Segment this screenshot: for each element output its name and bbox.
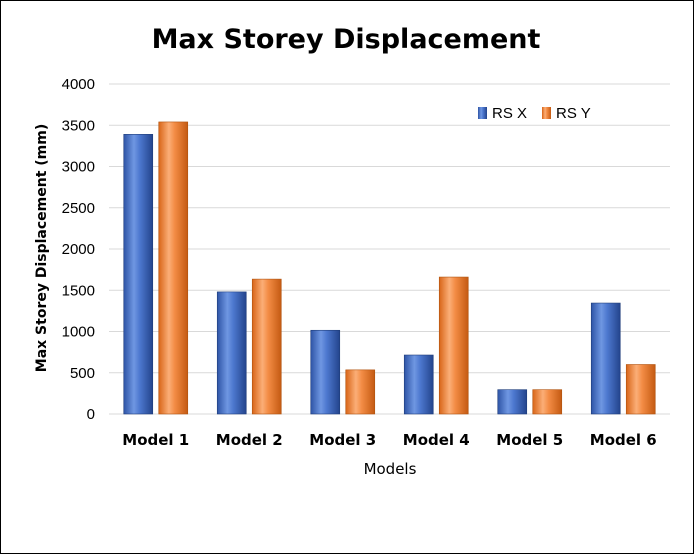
bar-rs-y-model-1 <box>158 121 189 415</box>
y-tick-label: 1000 <box>62 324 95 341</box>
y-tick-label: 0 <box>87 406 95 423</box>
x-category-label: Model 4 <box>403 431 470 449</box>
x-category-label: Model 3 <box>309 431 376 449</box>
bar-rs-y-model-5 <box>532 389 563 415</box>
y-tick-label: 3500 <box>62 117 95 134</box>
y-tick-label: 500 <box>70 365 95 382</box>
legend-label: RS Y <box>556 105 591 122</box>
y-tick-label: 2000 <box>62 241 95 258</box>
bar-rs-y-model-4 <box>438 276 469 415</box>
bar-rs-x-model-5 <box>497 389 528 415</box>
gridlines <box>109 83 670 415</box>
bar-rs-x-model-1 <box>123 134 154 415</box>
y-tick-label: 3000 <box>62 159 95 176</box>
y-tick-label: 1500 <box>62 282 95 299</box>
legend-swatch <box>478 107 487 119</box>
bar-rs-x-model-2 <box>216 291 247 415</box>
x-category-labels: Model 1 Model 2 Model 3 Model 4 Model 5 Model… <box>122 431 656 449</box>
bar-rs-x-model-3 <box>310 329 341 415</box>
y-axis-title: Max Storey Displacement (mm) <box>34 124 50 372</box>
bar-rs-y-model-6 <box>625 364 656 415</box>
y-tick-label: 4000 <box>62 76 95 93</box>
bar-rs-x-model-4 <box>403 354 434 415</box>
bar-rs-x-model-6 <box>590 302 621 415</box>
y-tick-labels: 0 500 1000 1500 2000 2500 3000 3500 4000 <box>62 76 95 423</box>
legend-label: RS X <box>492 105 527 122</box>
x-category-label: Model 5 <box>496 431 563 449</box>
x-axis-title: Models <box>364 460 417 478</box>
x-category-label: Model 6 <box>590 431 657 449</box>
chart-title: Max Storey Displacement <box>152 24 541 55</box>
x-category-label: Model 1 <box>122 431 189 449</box>
bars <box>123 121 656 415</box>
y-tick-label: 2500 <box>62 200 95 217</box>
x-category-label: Model 2 <box>216 431 283 449</box>
bar-rs-y-model-3 <box>345 369 376 415</box>
legend-swatch <box>542 107 551 119</box>
bar-rs-y-model-2 <box>251 278 282 415</box>
legend: RS X RS Y <box>478 105 591 122</box>
